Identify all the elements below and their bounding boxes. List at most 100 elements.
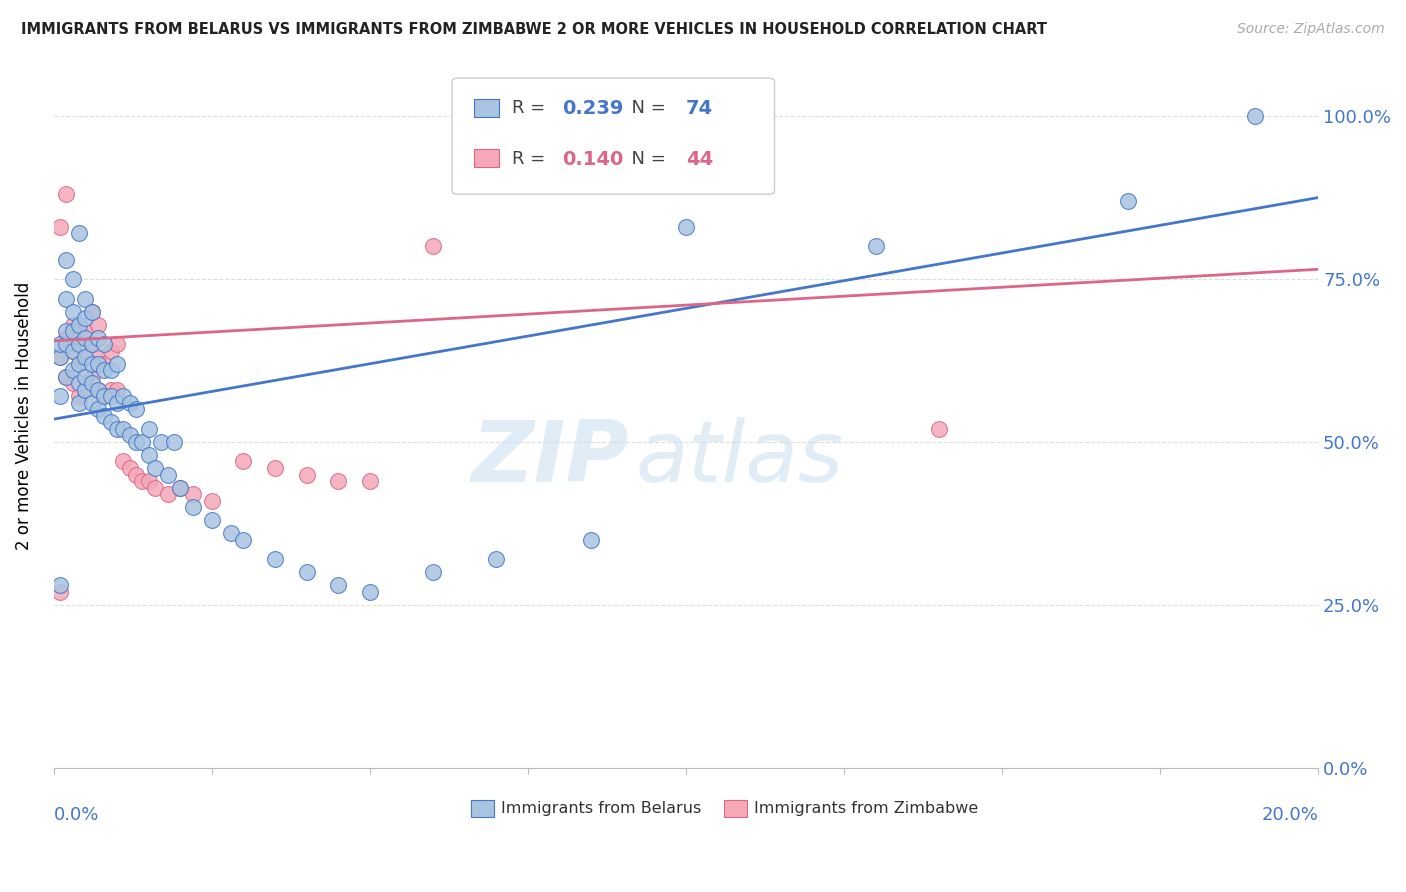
Point [100,343,122,358]
Point [138,448,160,462]
Point [219,526,242,541]
Point [87,318,110,332]
Point [125,467,148,482]
Point [93,337,115,351]
Point [67,357,90,371]
Text: 0.140: 0.140 [562,150,623,169]
Point [55,337,77,351]
Point [87,383,110,397]
Point [80,369,103,384]
Point [49,350,72,364]
Point [75,350,97,364]
Point [67,337,90,351]
Text: IMMIGRANTS FROM BELARUS VS IMMIGRANTS FROM ZIMBABWE 2 OR MORE VEHICLES IN HOUSEH: IMMIGRANTS FROM BELARUS VS IMMIGRANTS FR… [21,22,1047,37]
Point [67,396,90,410]
Point [865,239,887,253]
Point [169,481,191,495]
Point [87,350,110,364]
Point [55,324,77,338]
Point [100,389,122,403]
Point [181,487,204,501]
Point [295,467,318,482]
Point [928,422,950,436]
Point [75,383,97,397]
Point [62,318,84,332]
Point [49,337,72,351]
Point [422,566,444,580]
Point [87,383,110,397]
Point [80,304,103,318]
Point [125,402,148,417]
Text: Source: ZipAtlas.com: Source: ZipAtlas.com [1237,22,1385,37]
Point [62,324,84,338]
Point [579,533,602,547]
Point [201,493,224,508]
Point [75,369,97,384]
Text: 0.239: 0.239 [562,99,623,118]
Point [75,324,97,338]
Point [80,396,103,410]
Point [55,369,77,384]
Point [105,383,128,397]
Point [49,219,72,234]
Point [100,416,122,430]
Point [422,239,444,253]
Point [80,337,103,351]
Point [138,422,160,436]
FancyBboxPatch shape [474,98,499,117]
Point [55,252,77,267]
Point [125,434,148,449]
Point [1244,109,1267,123]
Point [138,474,160,488]
Point [181,500,204,514]
Text: R =: R = [512,150,551,168]
Point [93,389,115,403]
Point [62,363,84,377]
Text: R =: R = [512,99,551,118]
Point [156,467,179,482]
Point [67,227,90,241]
FancyBboxPatch shape [724,800,747,817]
Text: atlas: atlas [636,417,844,500]
Point [93,389,115,403]
Point [55,292,77,306]
Point [87,357,110,371]
Text: Immigrants from Belarus: Immigrants from Belarus [502,801,702,816]
Text: 44: 44 [686,150,713,169]
Point [100,363,122,377]
Text: 20.0%: 20.0% [1261,806,1319,824]
Point [156,487,179,501]
Point [328,474,350,488]
Text: 74: 74 [686,99,713,118]
Point [87,402,110,417]
Point [118,396,141,410]
FancyBboxPatch shape [474,149,499,168]
Point [93,357,115,371]
Point [112,389,135,403]
Point [80,357,103,371]
Point [150,434,173,449]
FancyBboxPatch shape [453,78,775,194]
Point [112,422,135,436]
Point [62,376,84,391]
Point [49,584,72,599]
Point [55,187,77,202]
Point [112,454,135,468]
Point [143,461,166,475]
Point [118,428,141,442]
Text: Immigrants from Zimbabwe: Immigrants from Zimbabwe [754,801,979,816]
Point [87,331,110,345]
Point [80,304,103,318]
Point [264,552,287,566]
Point [675,219,697,234]
Point [75,311,97,326]
Point [62,343,84,358]
Point [67,376,90,391]
Point [359,584,381,599]
Point [75,292,97,306]
Point [93,409,115,423]
Point [49,350,72,364]
Point [55,369,77,384]
Point [131,474,153,488]
Point [232,454,254,468]
